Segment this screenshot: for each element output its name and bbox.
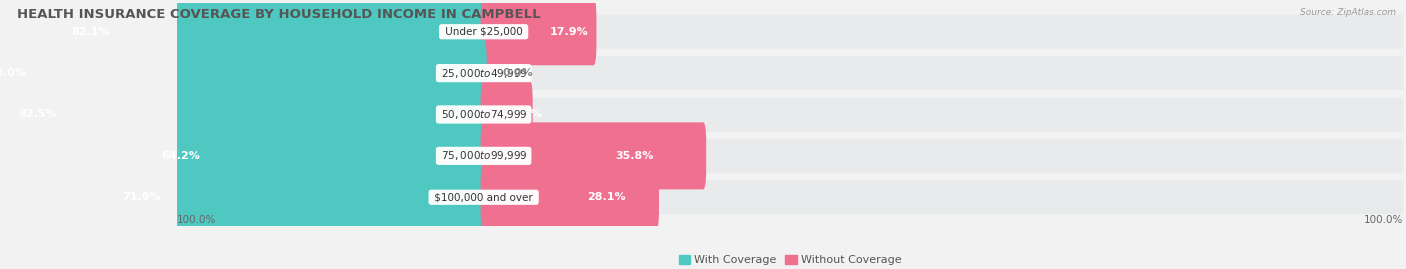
- Text: $75,000 to $99,999: $75,000 to $99,999: [439, 149, 529, 162]
- FancyBboxPatch shape: [0, 81, 486, 148]
- Text: $50,000 to $74,999: $50,000 to $74,999: [439, 108, 529, 121]
- Text: 7.5%: 7.5%: [512, 109, 541, 119]
- Text: Source: ZipAtlas.com: Source: ZipAtlas.com: [1301, 8, 1396, 17]
- Text: 35.8%: 35.8%: [616, 151, 654, 161]
- FancyBboxPatch shape: [177, 98, 1403, 132]
- FancyBboxPatch shape: [177, 56, 1403, 90]
- FancyBboxPatch shape: [0, 40, 486, 107]
- Text: Under $25,000: Under $25,000: [441, 27, 526, 37]
- Text: 71.9%: 71.9%: [122, 192, 160, 202]
- Legend: With Coverage, Without Coverage: With Coverage, Without Coverage: [675, 251, 905, 269]
- Text: $100,000 and over: $100,000 and over: [432, 192, 536, 202]
- FancyBboxPatch shape: [177, 180, 1403, 214]
- Text: 28.1%: 28.1%: [588, 192, 626, 202]
- FancyBboxPatch shape: [481, 122, 706, 189]
- Text: 100.0%: 100.0%: [1364, 215, 1403, 225]
- FancyBboxPatch shape: [481, 164, 659, 231]
- FancyBboxPatch shape: [481, 81, 533, 148]
- Text: $25,000 to $49,999: $25,000 to $49,999: [439, 67, 529, 80]
- FancyBboxPatch shape: [481, 0, 596, 65]
- FancyBboxPatch shape: [0, 0, 486, 65]
- Text: 100.0%: 100.0%: [0, 68, 27, 78]
- Text: 0.0%: 0.0%: [502, 68, 533, 78]
- FancyBboxPatch shape: [87, 122, 486, 189]
- Text: 64.2%: 64.2%: [160, 151, 200, 161]
- Text: 17.9%: 17.9%: [550, 27, 588, 37]
- Text: 100.0%: 100.0%: [177, 215, 217, 225]
- Text: 92.5%: 92.5%: [18, 109, 58, 119]
- FancyBboxPatch shape: [177, 139, 1403, 173]
- FancyBboxPatch shape: [177, 15, 1403, 49]
- Text: 82.1%: 82.1%: [70, 27, 110, 37]
- Text: HEALTH INSURANCE COVERAGE BY HOUSEHOLD INCOME IN CAMPBELL: HEALTH INSURANCE COVERAGE BY HOUSEHOLD I…: [17, 8, 540, 21]
- FancyBboxPatch shape: [39, 164, 486, 231]
